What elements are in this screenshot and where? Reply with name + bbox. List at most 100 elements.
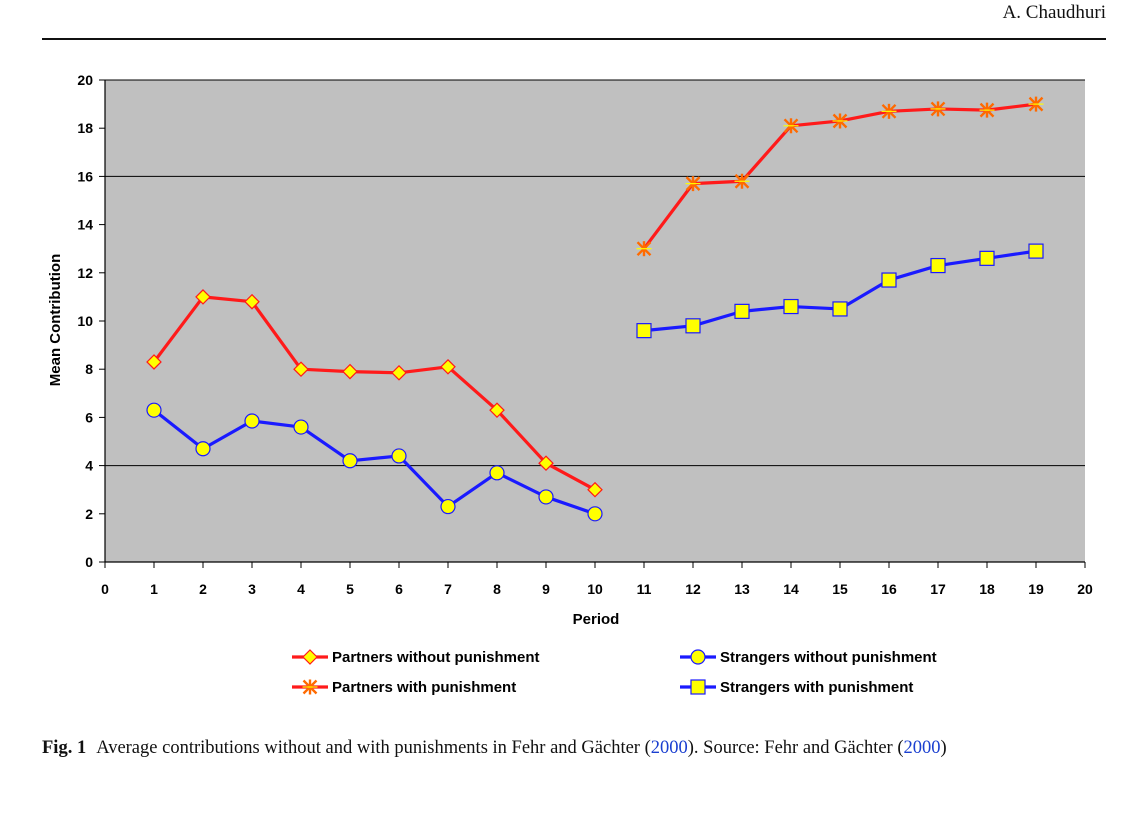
data-point-s3-2 [734, 303, 750, 319]
data-point-s1-8 [538, 489, 554, 505]
y-tick-label-20: 20 [77, 72, 93, 88]
data-point-s3-7 [979, 250, 995, 266]
x-tick-label-5: 5 [346, 581, 354, 597]
x-tick-label-14: 14 [783, 581, 799, 597]
x-tick-label-7: 7 [444, 581, 452, 597]
data-point-s0-6 [440, 358, 456, 375]
x-tick-label-19: 19 [1028, 581, 1044, 597]
figure-label: Fig. 1 [42, 738, 87, 758]
caption-text-2: ). Source: Fehr and Gächter ( [687, 738, 904, 758]
data-point-s2-4 [832, 113, 848, 129]
y-tick-label-10: 10 [77, 313, 93, 329]
legend-marker-1 [690, 649, 706, 665]
x-tick-label-18: 18 [979, 581, 995, 597]
x-tick-label-4: 4 [297, 581, 305, 597]
y-tick-label-0: 0 [85, 554, 93, 570]
data-point-s3-6 [930, 257, 946, 274]
x-tick-label-10: 10 [587, 581, 603, 597]
data-point-s2-8 [1028, 96, 1044, 112]
data-point-s2-0 [636, 241, 652, 257]
x-tick-label-12: 12 [685, 581, 701, 597]
series-layer [146, 96, 1044, 522]
data-point-s1-9 [587, 506, 603, 522]
x-tick-label-9: 9 [542, 581, 550, 597]
plot-area [105, 79, 1085, 562]
data-point-s2-1 [685, 176, 701, 192]
caption-text-1: Average contributions without and with p… [96, 738, 651, 758]
x-axis-title: Period [573, 611, 620, 628]
citation-link-1[interactable]: 2000 [650, 738, 688, 758]
data-point-s0-4 [342, 363, 358, 380]
data-point-s0-1 [195, 289, 211, 305]
x-tick-label-15: 15 [832, 581, 848, 597]
data-point-s2-3 [783, 118, 799, 134]
header-author: A. Chaudhuri [1002, 2, 1106, 23]
legend-marker-0 [302, 649, 318, 665]
data-point-s3-5 [881, 272, 897, 288]
legend-label-2: Partners with punishment [332, 679, 516, 696]
data-point-s1-1 [195, 441, 211, 457]
header-rule [42, 38, 1106, 40]
data-point-s1-5 [391, 448, 407, 464]
x-tick-label-11: 11 [637, 581, 652, 597]
data-point-s3-1 [685, 318, 701, 334]
y-tick-label-16: 16 [77, 168, 93, 184]
x-tick-label-16: 16 [881, 581, 897, 597]
data-point-s3-8 [1028, 243, 1044, 259]
data-point-s0-5 [391, 364, 407, 381]
legend-entry-3: Strangers with punishment [680, 679, 913, 696]
x-tick-label-17: 17 [930, 581, 946, 597]
plot-background [105, 80, 1085, 562]
x-tick-label-3: 3 [248, 581, 256, 597]
data-point-s2-6 [930, 101, 946, 117]
data-point-s1-7 [489, 465, 505, 481]
y-tick-label-4: 4 [85, 458, 93, 474]
data-point-s3-3 [783, 298, 799, 315]
x-tick-label-6: 6 [395, 581, 403, 597]
data-point-s1-3 [293, 419, 309, 435]
citation-link-2[interactable]: 2000 [903, 738, 941, 758]
y-tick-label-12: 12 [77, 265, 93, 281]
y-tick-label-8: 8 [85, 361, 93, 377]
data-point-s1-0 [146, 402, 162, 418]
x-tick-label-8: 8 [493, 581, 501, 597]
legend-entry-0: Partners without punishment [292, 649, 540, 666]
data-point-s2-2 [734, 173, 750, 189]
data-point-s0-2 [244, 293, 260, 310]
legend: Partners without punishment Strangers wit… [292, 649, 937, 696]
data-point-s3-0 [636, 323, 652, 339]
data-point-s0-9 [587, 481, 603, 498]
data-point-s2-7 [979, 102, 995, 118]
legend-entry-1: Strangers without punishment [680, 649, 937, 666]
x-tick-label-2: 2 [199, 581, 207, 597]
data-point-s0-7 [489, 402, 505, 419]
x-tick-label-20: 20 [1077, 581, 1093, 597]
legend-label-0: Partners without punishment [332, 649, 540, 666]
series-line-0 [152, 295, 596, 492]
legend-marker-3 [690, 679, 706, 695]
y-tick-label-14: 14 [77, 217, 93, 233]
caption-text-3: ) [940, 738, 947, 758]
y-axis-title: Mean Contribution [47, 254, 64, 386]
data-point-s1-6 [440, 498, 456, 515]
data-point-s2-5 [881, 103, 897, 119]
figure-caption: Fig. 1 Average contributions without and … [42, 736, 1106, 761]
legend-label-1: Strangers without punishment [720, 649, 937, 666]
series-line-1 [153, 408, 596, 516]
y-tick-label-18: 18 [77, 120, 93, 136]
legend-label-3: Strangers with punishment [720, 679, 913, 696]
x-tick-label-13: 13 [734, 581, 750, 597]
data-point-s0-8 [538, 455, 554, 472]
data-point-s0-0 [146, 354, 162, 370]
legend-entry-2: Partners with punishment [292, 679, 516, 696]
y-tick-label-6: 6 [85, 409, 93, 425]
x-tick-label-0: 0 [101, 581, 109, 597]
data-point-s0-3 [293, 361, 309, 378]
y-tick-label-2: 2 [85, 506, 93, 522]
data-point-s3-4 [832, 301, 848, 317]
data-point-s1-4 [342, 453, 358, 469]
data-point-s1-2 [244, 413, 260, 429]
legend-marker-2 [302, 679, 318, 695]
